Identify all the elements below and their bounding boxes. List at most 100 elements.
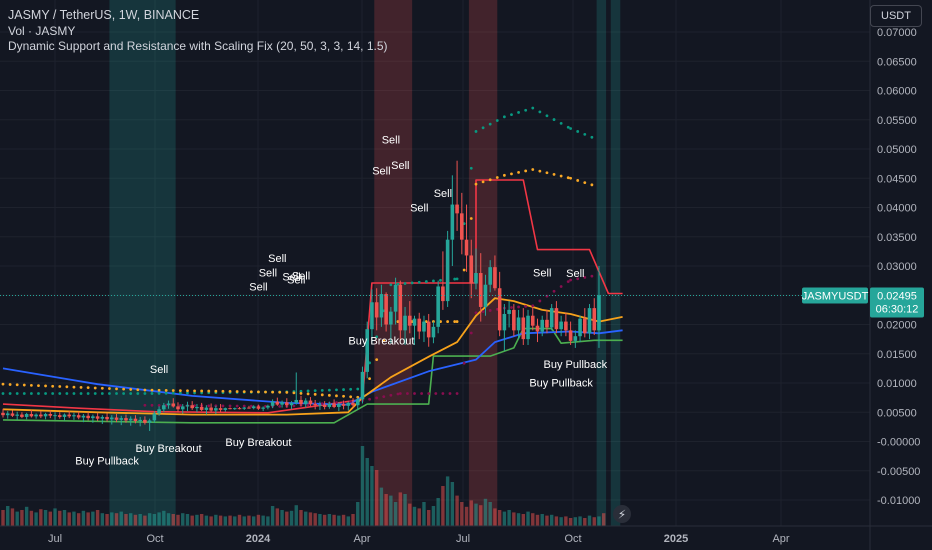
dots-upper [58, 392, 62, 395]
signal-label: Sell [259, 268, 277, 280]
dots-upper [100, 392, 104, 395]
signal-label: Sell [391, 160, 409, 172]
time-axis[interactable]: Jul Oct 2024 Apr Jul Oct 2025 Apr [0, 525, 932, 545]
candle-body [431, 326, 436, 338]
dots-mid [115, 387, 118, 391]
volume-bar [67, 512, 71, 526]
lightning-icon: ⚡ [618, 508, 626, 522]
candle-body [507, 309, 511, 314]
candle-body [403, 315, 407, 331]
dots-upper [389, 283, 393, 287]
candle-body [568, 330, 573, 341]
candle-body [152, 413, 157, 421]
candle-body [209, 407, 213, 411]
live-indicator[interactable]: ⚡ [613, 505, 631, 523]
price-tick-label: 0.02000 [877, 320, 917, 332]
volume-bar [327, 514, 332, 526]
dots-red [531, 304, 535, 308]
candle-body [497, 288, 502, 331]
signal-label: Sell [533, 268, 551, 280]
volume-bar [91, 511, 95, 526]
indicator-legend[interactable]: Dynamic Support and Resistance with Scal… [8, 39, 388, 53]
dots-red [448, 392, 452, 395]
dots-red [382, 395, 386, 399]
dots-mid [51, 384, 55, 388]
candle-body [445, 239, 450, 302]
candle-body [578, 318, 582, 337]
volume-bar [270, 506, 275, 526]
dots-red [552, 289, 556, 293]
candle-body [436, 286, 440, 327]
volume-legend[interactable]: Vol · JASMY [8, 24, 76, 38]
dots-mid [462, 268, 466, 272]
dots-mid [235, 390, 239, 393]
live-badge[interactable] [613, 505, 631, 523]
volume-bar [6, 506, 10, 526]
dots-upper [115, 392, 118, 395]
dots-upper [79, 392, 83, 395]
candle-body [223, 408, 228, 410]
price-axis[interactable]: 0.07000 0.06500 0.06000 0.05500 0.05000 0.045… [869, 0, 920, 550]
volume-bar [583, 518, 587, 526]
volume-bar [322, 514, 327, 526]
candle-body [285, 402, 289, 406]
volume-bar [545, 515, 549, 526]
volume-bar [214, 514, 218, 526]
volume-bar [275, 508, 280, 526]
dots-red [590, 274, 594, 278]
time-tick-label: Apr [772, 533, 789, 545]
candle-body [176, 406, 180, 410]
volume-bar [313, 513, 317, 526]
volume-bar [20, 510, 24, 526]
volume-bar [24, 506, 29, 526]
candle-body [535, 325, 540, 332]
volume-bar [431, 506, 436, 526]
dots-upper [432, 279, 435, 283]
volume-bar [280, 510, 284, 526]
support-line [2, 327, 623, 424]
candle-body [256, 406, 261, 409]
candle-body [303, 400, 308, 405]
volume-bar [512, 512, 516, 526]
volume-bar [535, 514, 540, 526]
dots-upper [320, 389, 324, 392]
dots-mid [292, 391, 296, 395]
volume-bar [573, 517, 578, 526]
candle-body [332, 403, 336, 407]
dots-red [235, 404, 239, 408]
volume-bar [190, 515, 194, 526]
dots-mid [583, 181, 587, 185]
dots-mid [242, 390, 246, 394]
dots-red [143, 403, 147, 407]
highlight-zone [374, 0, 413, 526]
volume-bar [351, 514, 355, 526]
dots-mid [249, 390, 253, 394]
dots-upper [502, 115, 506, 119]
candle-body [275, 401, 280, 405]
candle-body [587, 308, 592, 334]
time-tick-label: Apr [353, 533, 370, 545]
candle-body [526, 315, 530, 340]
dots-mid [356, 395, 360, 399]
candle-body [441, 286, 445, 302]
price-tick-label: 0.06500 [877, 56, 917, 68]
dots-upper [439, 278, 442, 282]
dots-mid [453, 320, 457, 323]
currency-button[interactable]: USDT [870, 5, 922, 27]
dots-mid [368, 377, 371, 381]
dots-mid [524, 169, 528, 173]
dots-upper [129, 392, 133, 395]
dots-mid [257, 390, 260, 394]
volume-bar [445, 476, 450, 526]
dots-mid [566, 176, 570, 180]
volume-bar [450, 482, 455, 526]
dots-mid [320, 393, 324, 397]
symbol-tag-label: JASMYUSDT [802, 291, 869, 303]
dots-upper [335, 388, 338, 392]
volume-bar [53, 508, 57, 526]
dots-mid [327, 393, 331, 397]
volume-bar [403, 494, 407, 526]
signal-label: Sell [566, 268, 584, 280]
